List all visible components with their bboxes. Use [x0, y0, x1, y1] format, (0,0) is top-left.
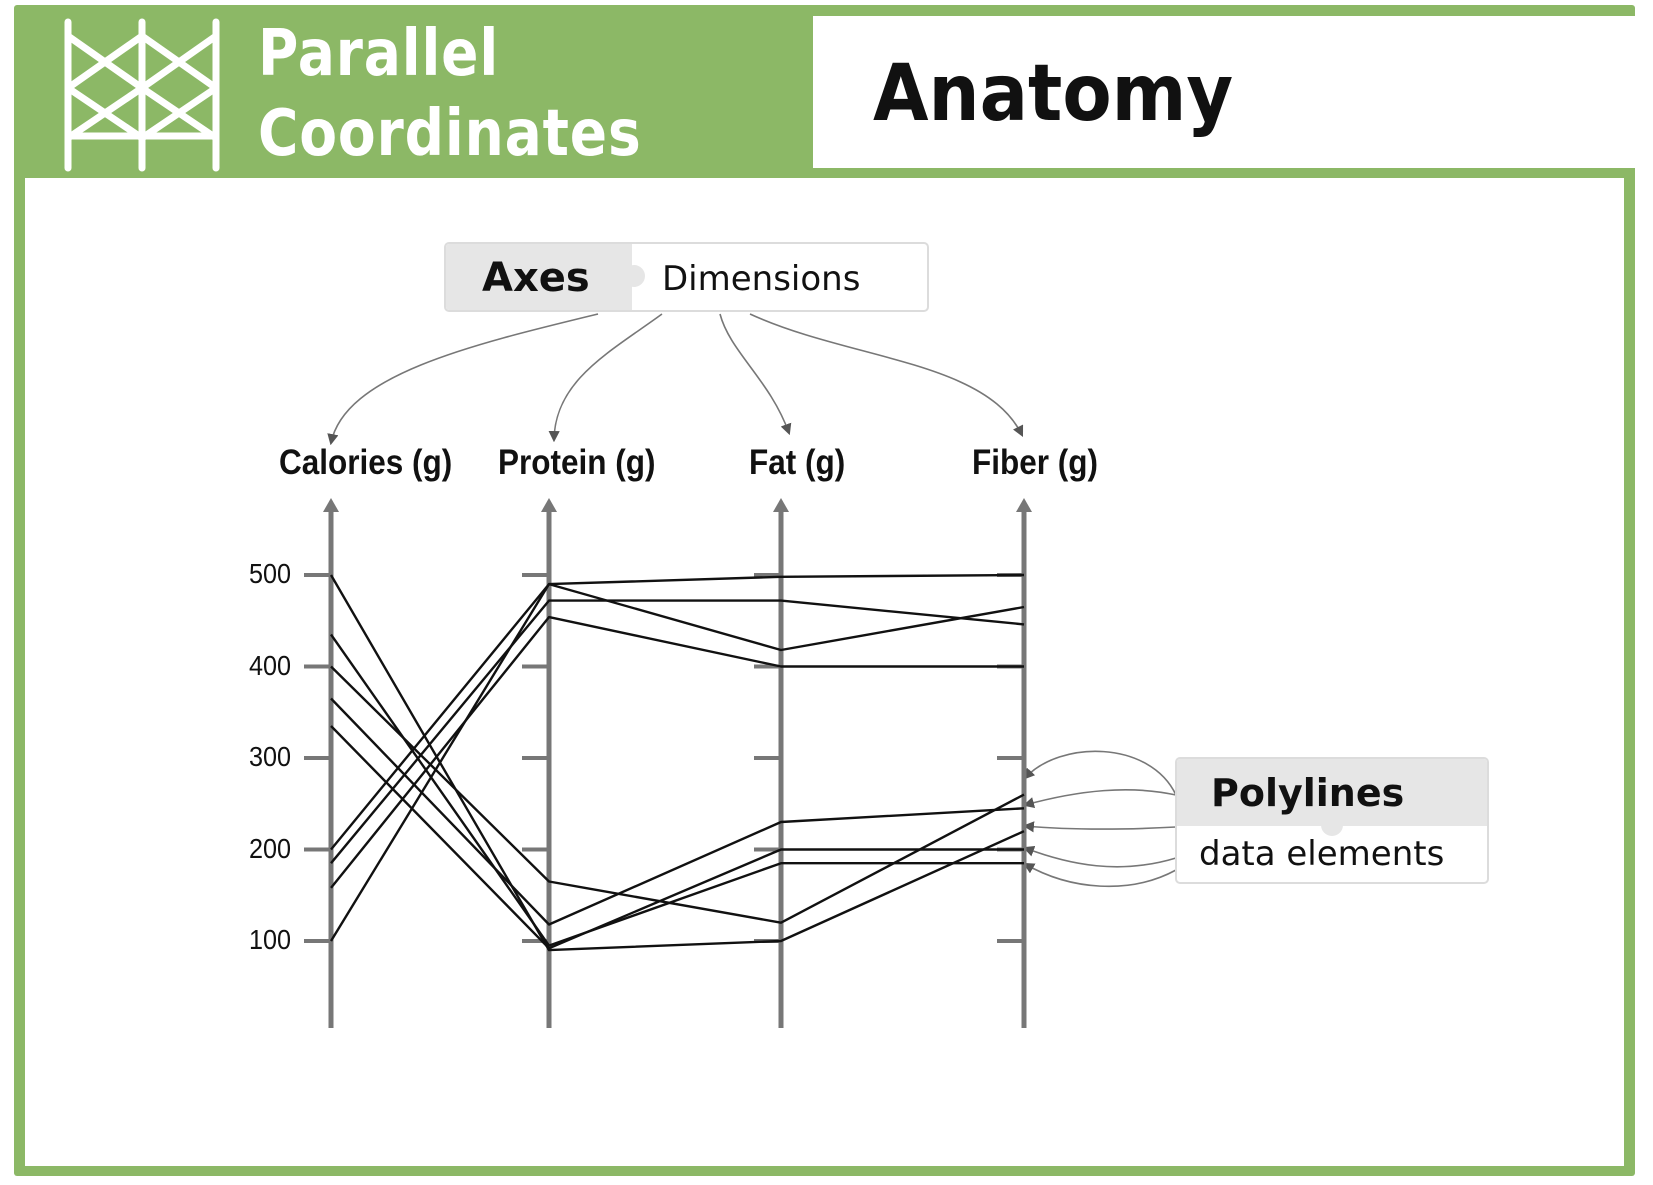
axis-arrowhead-protein-g [541, 498, 557, 512]
polylines-meaning: data elements [1199, 834, 1445, 874]
data-polyline [330, 599, 1025, 864]
axes-callout: Axes Dimensions [444, 242, 929, 312]
data-polyline [330, 725, 1024, 950]
header-title-line-2: Coordinates [258, 97, 642, 171]
axes-connector-protein [548, 313, 663, 443]
axes-connector-calories [327, 313, 599, 446]
axes-connector-fat [719, 313, 792, 436]
axis-arrowhead-calories-g [323, 498, 339, 512]
tick-label: 400 [249, 649, 292, 681]
axes-connector-fiber [749, 313, 1024, 438]
axis-title-fat-g: Fat (g) [749, 443, 846, 482]
data-polyline [330, 633, 1024, 947]
axes-callout-header [446, 244, 632, 310]
data-polyline [330, 615, 1024, 889]
data-polyline [330, 573, 1025, 851]
polylines-term: Polylines [1211, 771, 1405, 815]
polylines-connector-4 [1022, 845, 1177, 868]
axes-term: Axes [482, 255, 590, 301]
axis-title-protein-g: Protein (g) [498, 443, 656, 482]
data-polyline [330, 665, 1025, 924]
axes-callout-connector-dot [623, 265, 645, 287]
tick-label: 300 [249, 741, 292, 772]
axes-meaning: Dimensions [662, 259, 861, 299]
header-right-panel [813, 16, 1635, 168]
axis-arrowhead-fiber-g [1016, 498, 1032, 512]
tick-label: 100 [249, 924, 292, 955]
axis-title-fiber-g: Fiber (g) [972, 443, 1098, 482]
data-polyline [330, 697, 1025, 926]
axis-arrowhead-fat-g [773, 498, 789, 512]
header-subtitle: Anatomy [873, 49, 1234, 139]
diagram-area [25, 178, 1624, 1166]
polylines-connector-1 [1023, 750, 1177, 796]
header-title-line-1: Parallel [258, 17, 500, 91]
polylines-callout-connector-dot [1321, 814, 1343, 836]
polylines-connector-2 [1022, 789, 1177, 809]
parallel-coordinates-logo-icon [64, 18, 220, 172]
axis-title-calories-g: Calories (g) [279, 443, 453, 482]
tick-label: 200 [249, 832, 292, 864]
polylines-connector-3 [1022, 821, 1177, 833]
tick-label: 500 [249, 558, 292, 589]
polylines-connector-5 [1023, 862, 1177, 888]
data-polyline [329, 582, 1025, 942]
